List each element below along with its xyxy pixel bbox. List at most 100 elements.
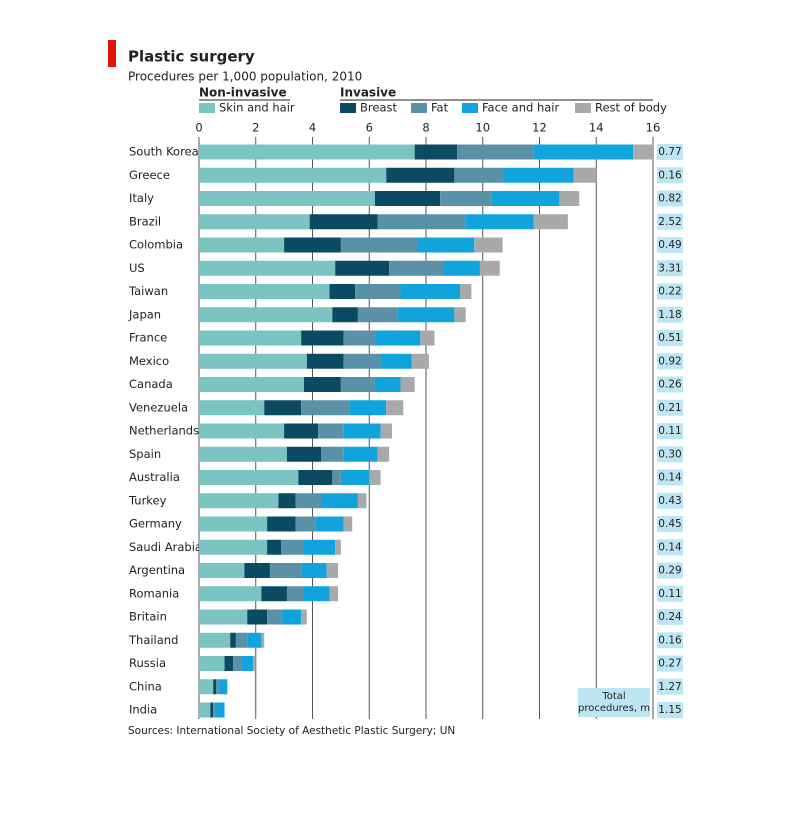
bar-segment bbox=[244, 563, 270, 578]
bar-segment bbox=[386, 167, 455, 183]
bar-segment bbox=[420, 330, 435, 346]
bar-segment bbox=[315, 516, 344, 532]
bar-segment bbox=[199, 353, 307, 369]
total-label: 1.18 bbox=[658, 309, 681, 321]
bar-segment bbox=[332, 470, 341, 485]
total-label: 0.27 bbox=[658, 658, 681, 670]
x-tick-label: 4 bbox=[309, 121, 316, 135]
bar-segment bbox=[298, 470, 333, 485]
bar-segment bbox=[329, 284, 356, 299]
bar-segment bbox=[340, 237, 418, 253]
bar-segment bbox=[414, 144, 458, 160]
total-label: 2.52 bbox=[658, 216, 681, 228]
total-box bbox=[657, 167, 683, 184]
total-box bbox=[657, 330, 683, 346]
total-label: 0.30 bbox=[658, 448, 681, 460]
bar-segment bbox=[309, 214, 378, 230]
bar-segment bbox=[397, 307, 455, 323]
total-label: 0.49 bbox=[658, 239, 681, 251]
total-label: 3.31 bbox=[658, 262, 681, 274]
bar-segment bbox=[199, 330, 302, 346]
bar-segment bbox=[199, 702, 211, 718]
total-box bbox=[657, 423, 683, 439]
total-label: 0.92 bbox=[658, 355, 681, 367]
bar-segment bbox=[199, 493, 279, 509]
bar-segment bbox=[281, 609, 302, 625]
bar-segment bbox=[474, 237, 503, 253]
total-box bbox=[657, 260, 683, 277]
bar-segment bbox=[343, 516, 353, 532]
total-label: 0.11 bbox=[658, 425, 681, 437]
bar-segment bbox=[295, 493, 322, 509]
y-tick-label: Thailand bbox=[128, 633, 178, 647]
y-tick-label: Colombia bbox=[129, 238, 183, 252]
total-label: 0.43 bbox=[658, 495, 681, 507]
bar-segment bbox=[357, 493, 367, 509]
total-label: 0.21 bbox=[658, 402, 681, 414]
bar-segment bbox=[369, 470, 381, 485]
bar-segment bbox=[210, 702, 214, 718]
chart-subtitle: Procedures per 1,000 population, 2010 bbox=[128, 70, 362, 84]
bar-segment bbox=[303, 586, 330, 602]
bar-segment bbox=[533, 144, 634, 160]
legend-label: Skin and hair bbox=[219, 101, 295, 115]
total-box bbox=[657, 353, 683, 370]
bar-segment bbox=[303, 539, 336, 555]
bar-segment bbox=[374, 191, 441, 206]
bar-segment bbox=[417, 237, 475, 253]
bar-segment bbox=[199, 237, 285, 253]
total-box bbox=[657, 446, 683, 463]
bar-segment bbox=[377, 446, 390, 462]
bar-segment bbox=[199, 214, 310, 230]
y-tick-label: US bbox=[129, 261, 145, 275]
legend-swatch bbox=[462, 103, 478, 113]
bar-segment bbox=[286, 586, 304, 602]
bar-segment bbox=[343, 423, 381, 439]
title-accent bbox=[108, 40, 116, 67]
y-tick-label: Taiwan bbox=[128, 284, 168, 298]
bar-segment bbox=[321, 446, 344, 462]
bar-segment bbox=[213, 702, 217, 718]
total-box bbox=[657, 585, 683, 602]
total-box bbox=[657, 306, 683, 323]
totals-title-box bbox=[578, 688, 650, 717]
bar-segment bbox=[349, 400, 387, 416]
bar-segment bbox=[443, 260, 480, 276]
bar-segment bbox=[321, 493, 358, 509]
bar-segment bbox=[332, 307, 358, 323]
total-label: 0.14 bbox=[658, 541, 682, 553]
bar-segment bbox=[233, 656, 242, 671]
bar-segment bbox=[318, 423, 344, 439]
bar-segment bbox=[440, 191, 492, 206]
bar-segment bbox=[267, 539, 282, 555]
bar-segment bbox=[284, 237, 341, 253]
y-tick-label: Canada bbox=[129, 377, 173, 391]
bar-segment bbox=[295, 516, 316, 532]
bar-segment bbox=[224, 656, 234, 671]
total-label: 1.15 bbox=[658, 704, 681, 716]
bar-segment bbox=[559, 191, 580, 206]
bar-segment bbox=[241, 656, 253, 671]
bar-segment bbox=[199, 586, 262, 602]
bar-segment bbox=[284, 423, 319, 439]
y-tick-label: India bbox=[129, 703, 157, 717]
bar-segment bbox=[377, 214, 466, 230]
bar-segment bbox=[264, 400, 302, 416]
total-label: 0.51 bbox=[658, 332, 681, 344]
y-tick-label: Argentina bbox=[129, 563, 185, 577]
legend-swatch bbox=[340, 103, 356, 113]
bar-segment bbox=[199, 144, 415, 160]
bar-segment bbox=[267, 609, 282, 625]
bar-segment bbox=[301, 330, 344, 346]
bar-segment bbox=[303, 377, 341, 392]
bar-segment bbox=[199, 516, 268, 532]
bar-segment bbox=[199, 632, 231, 648]
y-tick-label: Saudi Arabia bbox=[129, 540, 202, 554]
y-tick-label: Britain bbox=[129, 610, 167, 624]
bar-segment bbox=[335, 260, 390, 276]
bar-segment bbox=[281, 539, 304, 555]
total-label: 0.82 bbox=[658, 193, 681, 205]
bar-segment bbox=[199, 260, 336, 276]
